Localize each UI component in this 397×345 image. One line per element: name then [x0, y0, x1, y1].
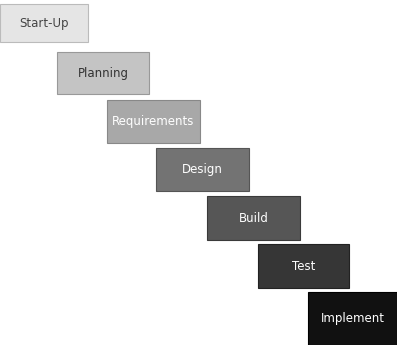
Text: Build: Build: [239, 211, 268, 225]
Text: Start-Up: Start-Up: [19, 17, 69, 30]
Text: Test: Test: [292, 259, 315, 273]
Bar: [156, 148, 249, 191]
Bar: [107, 100, 200, 143]
Bar: [258, 244, 349, 288]
Text: Design: Design: [182, 163, 223, 176]
Text: Implement: Implement: [320, 312, 385, 325]
Bar: [57, 52, 149, 94]
Bar: [207, 196, 300, 240]
Bar: [308, 292, 397, 345]
Text: Requirements: Requirements: [112, 115, 195, 128]
Bar: [0, 4, 88, 42]
Text: Planning: Planning: [77, 67, 129, 79]
